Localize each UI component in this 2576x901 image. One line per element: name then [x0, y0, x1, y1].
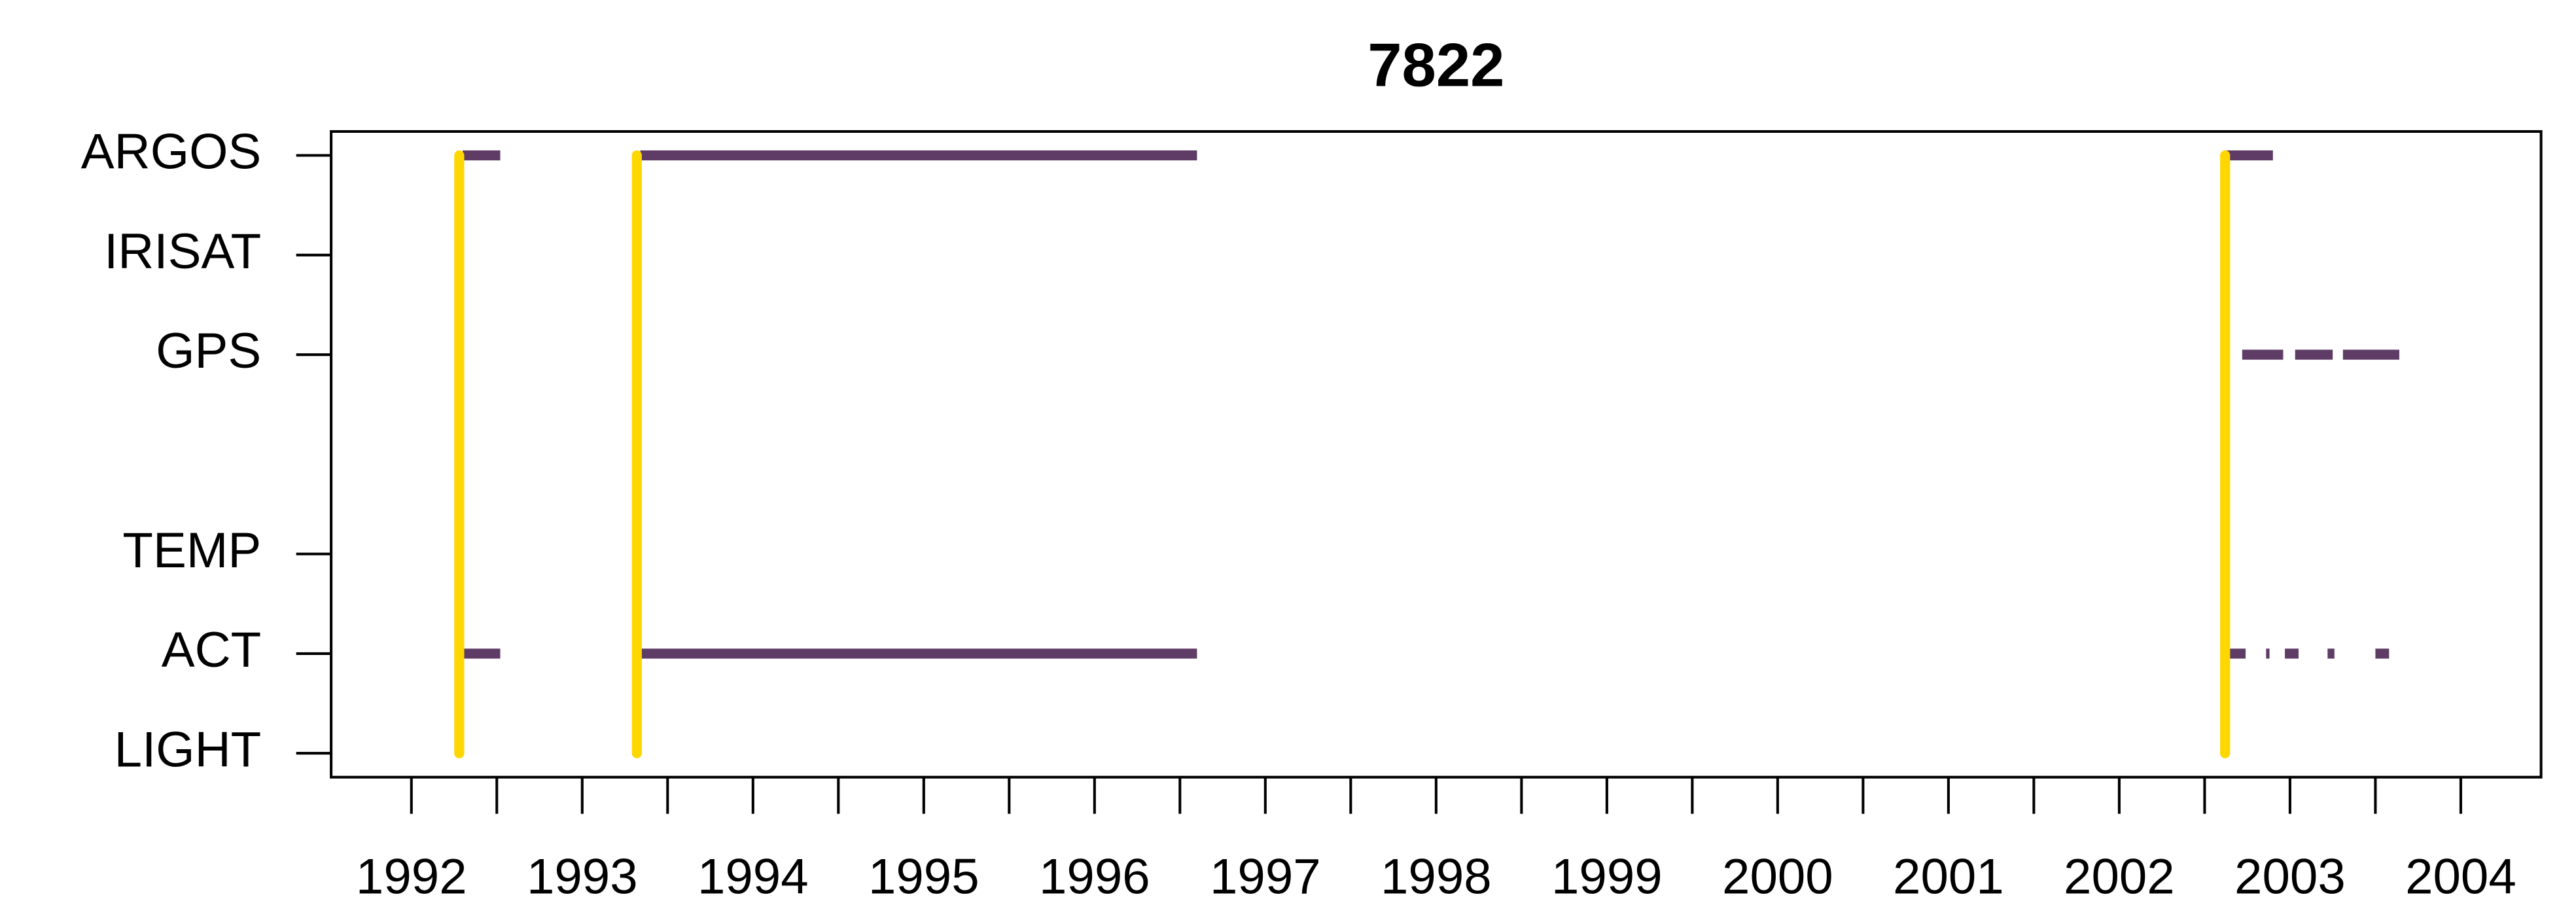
x-tick-label: 1996 [1039, 849, 1150, 901]
y-tick-label: LIGHT [115, 722, 262, 777]
event-segment [2225, 648, 2246, 659]
event-segment [2327, 648, 2335, 659]
x-tick-label: 1993 [527, 849, 638, 901]
y-tick-label: IRISAT [104, 224, 261, 279]
x-tick-label: 1995 [868, 849, 979, 901]
x-tick-label: 1998 [1381, 849, 1492, 901]
x-tick-label: 2003 [2234, 849, 2346, 901]
x-tick-label: 1997 [1210, 849, 1321, 901]
x-tick-label: 2004 [2405, 849, 2516, 901]
y-tick-label: ACT [162, 622, 262, 678]
event-segment [2285, 648, 2299, 659]
event-segment [640, 648, 1197, 659]
y-tick-label: ARGOS [81, 124, 262, 180]
event-segment [2342, 349, 2399, 360]
x-tick-label: 2000 [1722, 849, 1833, 901]
event-segment [463, 648, 501, 659]
event-segment [2295, 349, 2333, 360]
y-tick-label: TEMP [122, 523, 261, 578]
event-segment [2266, 648, 2270, 659]
x-tick-label: 1999 [1551, 849, 1663, 901]
event-segment [463, 150, 501, 161]
x-tick-label: 1994 [697, 849, 809, 901]
event-segment [2242, 349, 2284, 360]
event-segment [2225, 150, 2273, 161]
plot-frame [330, 130, 2543, 779]
x-tick-label: 1992 [356, 849, 467, 901]
x-tick-label: 2001 [1893, 849, 2004, 901]
x-tick-label: 2002 [2064, 849, 2175, 901]
event-segment [640, 150, 1197, 161]
event-segment [2375, 648, 2390, 659]
y-tick-label: GPS [156, 323, 261, 379]
chart-title: 7822 [1367, 31, 1504, 99]
